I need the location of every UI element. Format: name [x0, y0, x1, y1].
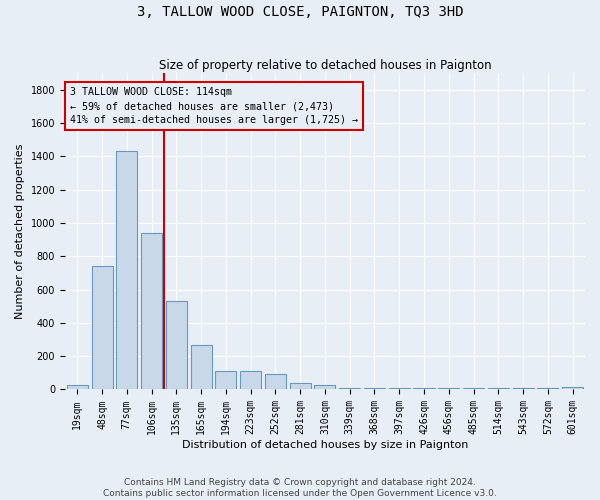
Bar: [191, 346, 212, 390]
Bar: [166, 301, 187, 390]
Bar: [141, 233, 162, 390]
X-axis label: Distribution of detached houses by size in Paignton: Distribution of detached houses by size …: [182, 440, 468, 450]
Bar: [67, 386, 88, 390]
Bar: [389, 388, 410, 390]
Bar: [240, 371, 261, 390]
Text: Contains HM Land Registry data © Crown copyright and database right 2024.
Contai: Contains HM Land Registry data © Crown c…: [103, 478, 497, 498]
Bar: [463, 388, 484, 390]
Bar: [488, 388, 509, 390]
Text: 3, TALLOW WOOD CLOSE, PAIGNTON, TQ3 3HD: 3, TALLOW WOOD CLOSE, PAIGNTON, TQ3 3HD: [137, 5, 463, 19]
Bar: [215, 371, 236, 390]
Bar: [290, 383, 311, 390]
Bar: [438, 388, 460, 390]
Title: Size of property relative to detached houses in Paignton: Size of property relative to detached ho…: [158, 59, 491, 72]
Bar: [116, 152, 137, 390]
Bar: [562, 387, 583, 390]
Bar: [265, 374, 286, 390]
Bar: [314, 386, 335, 390]
Y-axis label: Number of detached properties: Number of detached properties: [15, 144, 25, 319]
Bar: [413, 388, 434, 390]
Bar: [92, 266, 113, 390]
Bar: [538, 388, 559, 390]
Bar: [512, 388, 533, 390]
Text: 3 TALLOW WOOD CLOSE: 114sqm
← 59% of detached houses are smaller (2,473)
41% of : 3 TALLOW WOOD CLOSE: 114sqm ← 59% of det…: [70, 88, 358, 126]
Bar: [364, 388, 385, 390]
Bar: [339, 388, 360, 390]
